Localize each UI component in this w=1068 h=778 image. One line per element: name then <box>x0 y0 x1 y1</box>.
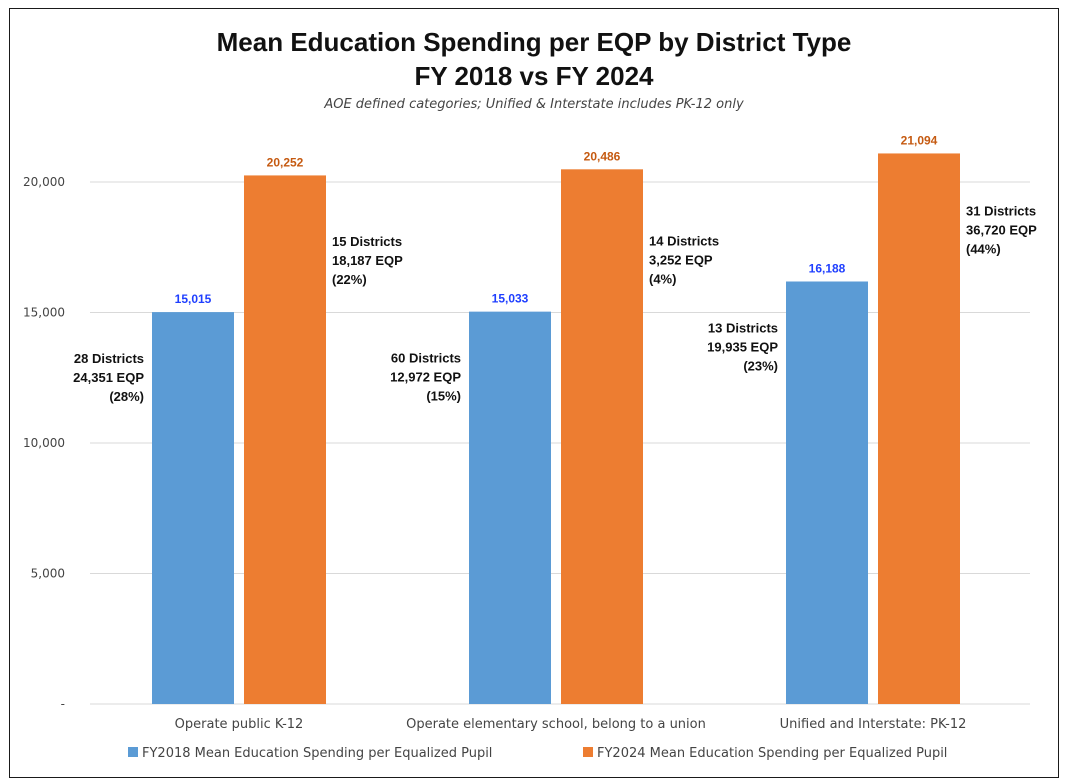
bar-chart: Mean Education Spending per EQP by Distr… <box>23 27 1037 761</box>
legend-swatch <box>583 747 593 757</box>
bar-value-label: 16,188 <box>809 261 846 275</box>
bar-annotation: 24,351 EQP <box>73 370 144 385</box>
legend-label: FY2018 Mean Education Spending per Equal… <box>142 746 492 761</box>
bar-annotation: (23%) <box>743 358 778 373</box>
x-category-label: Operate elementary school, belong to a u… <box>406 717 706 732</box>
bar-annotation: (28%) <box>109 389 144 404</box>
bar-value-label: 15,015 <box>175 292 212 306</box>
bar-annotation: 60 Districts <box>391 351 461 366</box>
annotations: 28 Districts 24,351 EQP (28%) 15 Districts 1… <box>73 203 1037 404</box>
y-tick-label: 5,000 <box>31 567 65 581</box>
bar <box>152 312 234 704</box>
bar-annotation: 31 Districts <box>966 203 1036 218</box>
bar-annotation: 13 Districts <box>708 320 778 335</box>
bar <box>469 311 551 704</box>
bar-annotation: 19,935 EQP <box>707 339 778 354</box>
y-tick-label: - <box>61 697 65 711</box>
bar-annotation: 28 Districts <box>74 351 144 366</box>
bar-value-label: 15,033 <box>492 292 529 306</box>
x-category-label: Unified and Interstate: PK-12 <box>780 717 967 732</box>
bar-annotation: (44%) <box>966 241 1001 256</box>
bar <box>786 281 868 704</box>
chart-frame: Mean Education Spending per EQP by Distr… <box>9 8 1059 778</box>
y-tick-label: 15,000 <box>23 306 65 320</box>
y-tick-label: 20,000 <box>23 175 65 189</box>
legend: FY2018 Mean Education Spending per Equal… <box>128 746 947 761</box>
chart-title-line-2: FY 2018 vs FY 2024 <box>414 61 654 91</box>
x-category-label: Operate public K-12 <box>175 717 304 732</box>
bar-annotation: (15%) <box>426 389 461 404</box>
bars: 15,015 20,252 15,033 20,486 16,188 21,094 <box>152 133 960 705</box>
bar-annotation: 18,187 EQP <box>332 253 403 268</box>
y-tick-label: 10,000 <box>23 436 65 450</box>
bar-annotation: 15 Districts <box>332 234 402 249</box>
bar <box>244 175 326 705</box>
bar-annotation: (4%) <box>649 272 676 287</box>
chart-title: Mean Education Spending per EQP by Distr… <box>217 27 852 57</box>
bar-annotation: 12,972 EQP <box>390 370 461 385</box>
bar <box>561 169 643 704</box>
legend-swatch <box>128 747 138 757</box>
chart-subtitle: AOE defined categories; Unified & Inters… <box>323 97 744 112</box>
x-axis: Operate public K-12 Operate elementary sc… <box>175 717 967 732</box>
bar-annotation: (22%) <box>332 272 367 287</box>
bar <box>878 153 960 704</box>
bar-annotation: 3,252 EQP <box>649 253 713 268</box>
legend-label: FY2024 Mean Education Spending per Equal… <box>597 746 947 761</box>
bar-annotation: 36,720 EQP <box>966 222 1037 237</box>
bar-value-label: 21,094 <box>901 133 938 147</box>
bar-value-label: 20,486 <box>584 149 621 163</box>
y-axis: - 5,000 10,000 15,000 20,000 <box>23 175 65 711</box>
bar-value-label: 20,252 <box>267 155 304 169</box>
bar-annotation: 14 Districts <box>649 234 719 249</box>
